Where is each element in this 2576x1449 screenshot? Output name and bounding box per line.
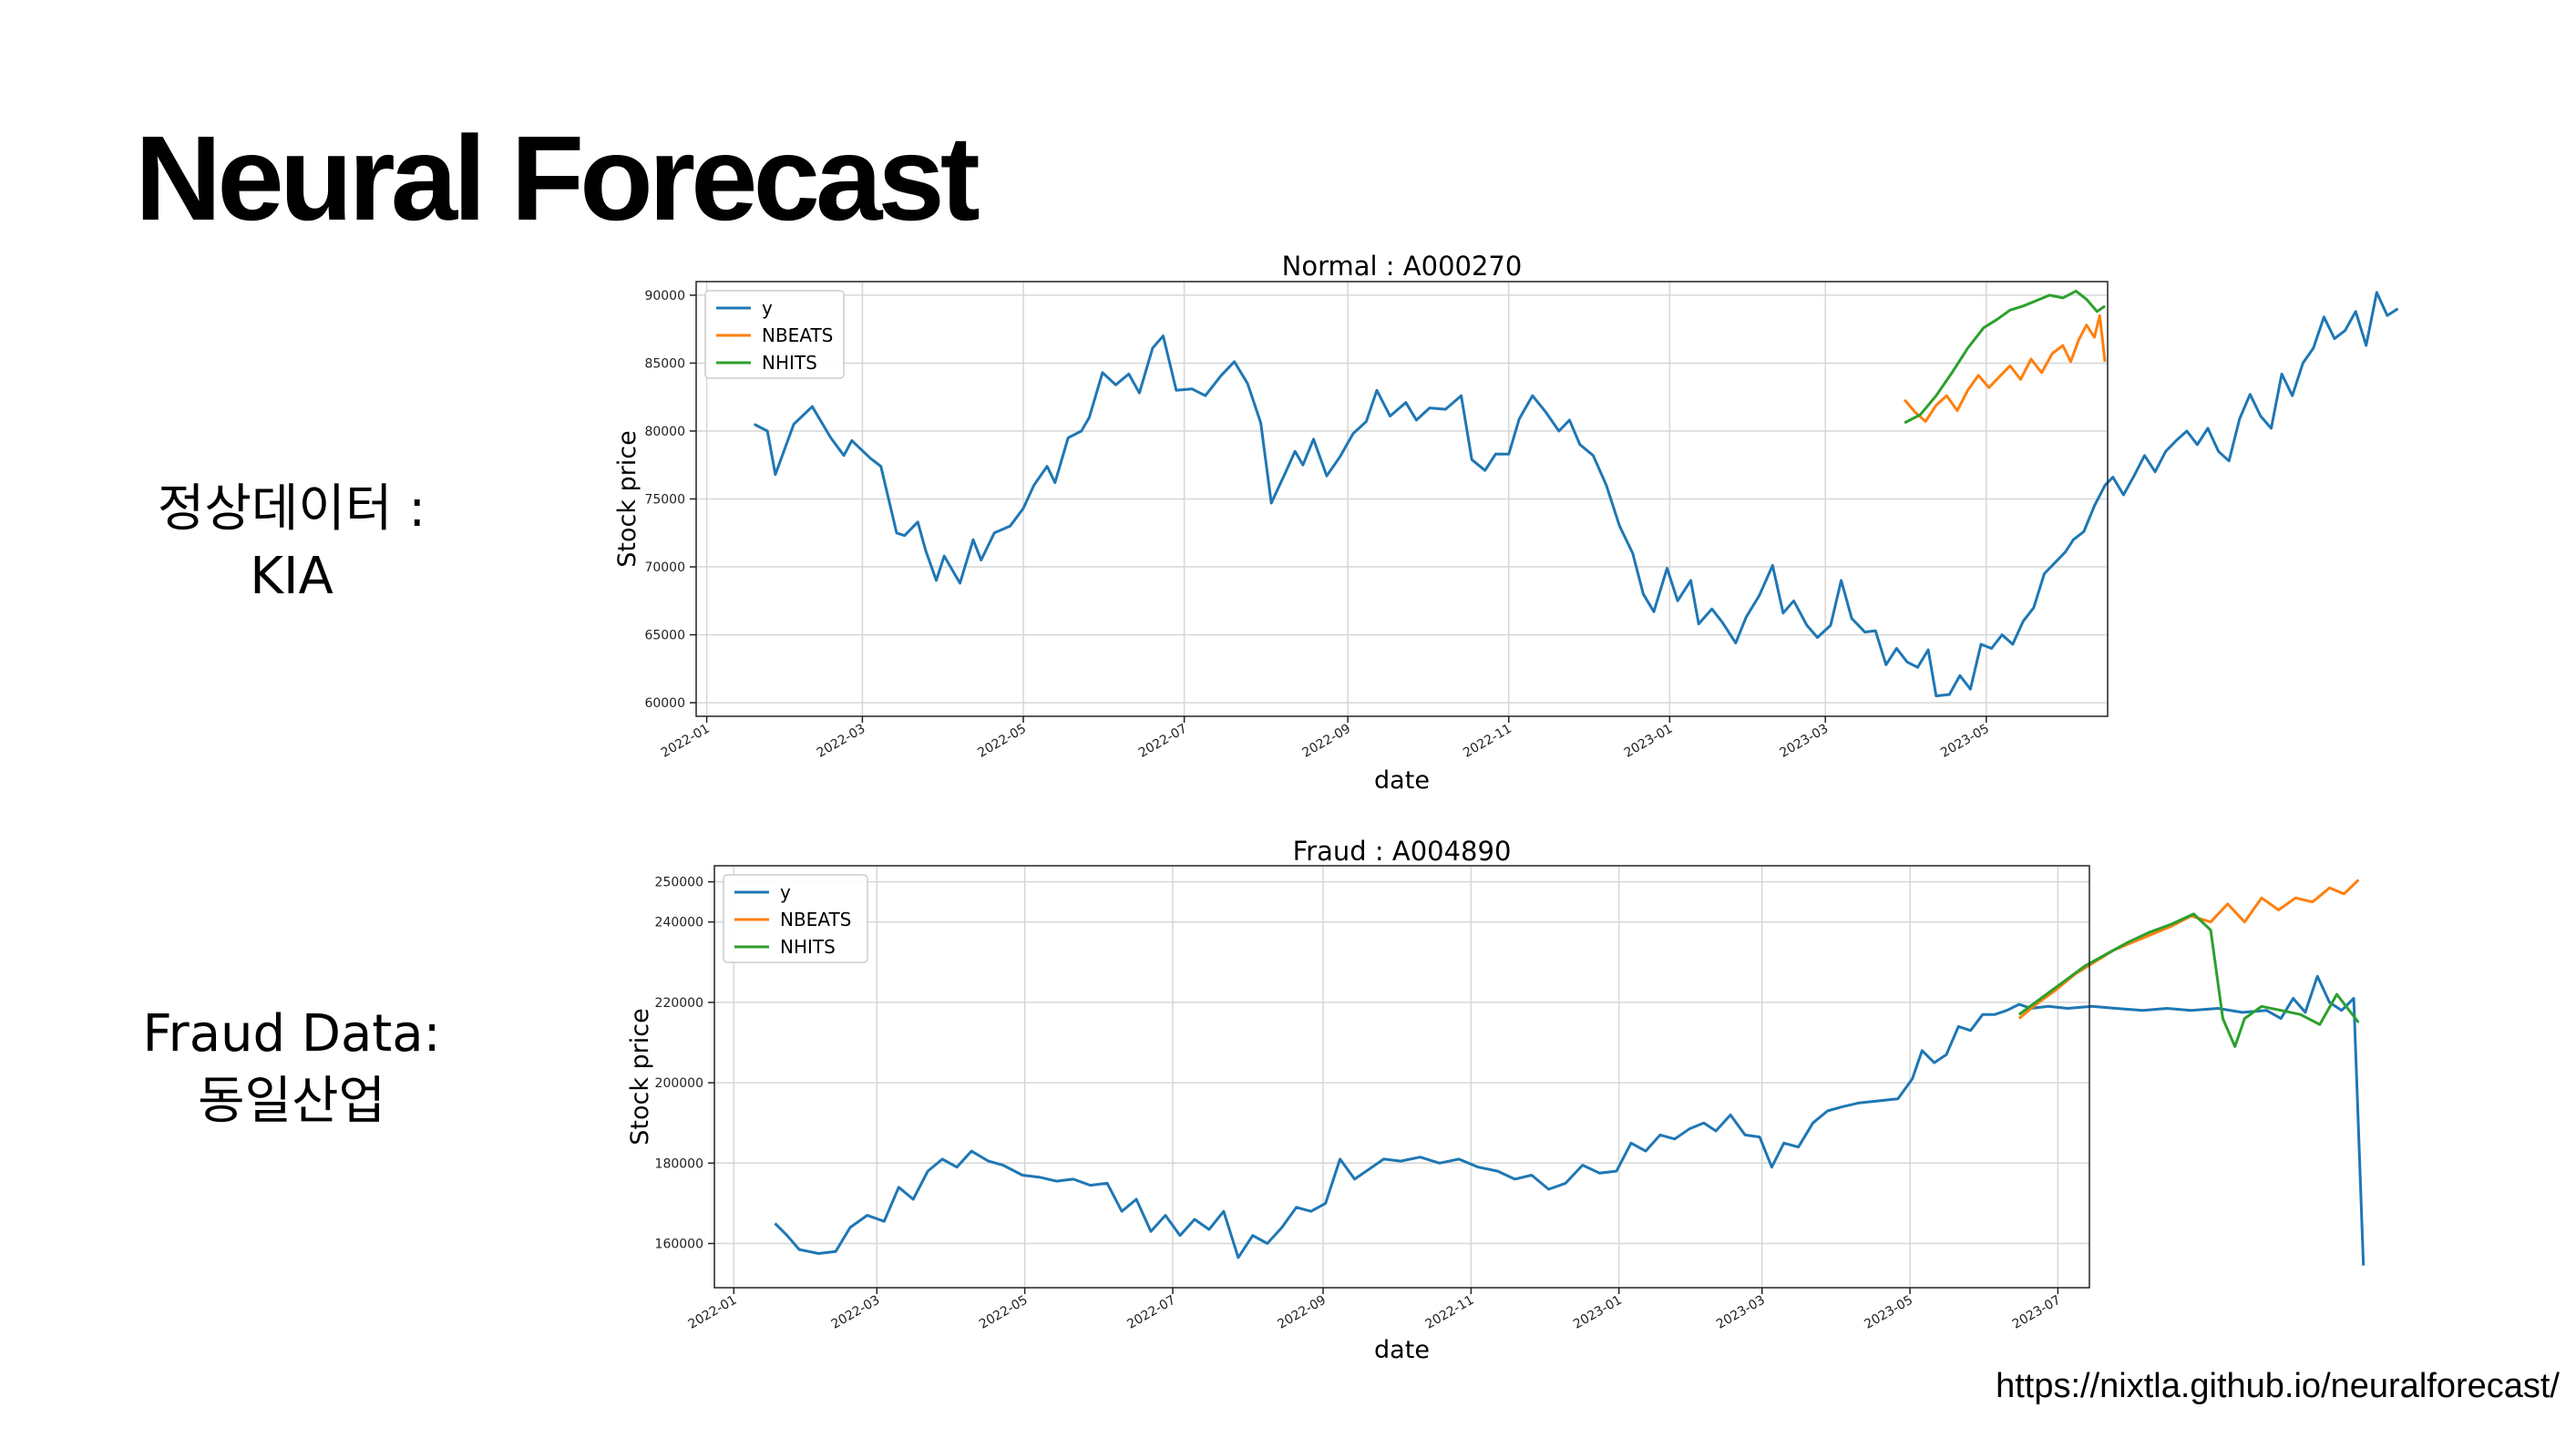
series-line-y — [774, 974, 2366, 1266]
series-line-nbeats — [1903, 313, 2107, 423]
legend-label-nbeats: NBEATS — [762, 324, 833, 346]
normal-data-label: 정상데이터 : KIA — [137, 476, 446, 611]
footer-url[interactable]: https://nixtla.github.io/neuralforecast/ — [1996, 1367, 2560, 1405]
legend-label-y: y — [780, 881, 791, 903]
legend-label-nhits: NHITS — [780, 936, 836, 958]
x-tick-label: 2022-01 — [659, 722, 713, 761]
y-tick-label: 180000 — [655, 1156, 703, 1171]
fraud-data-label: Fraud Data: 동일산업 — [137, 1001, 446, 1136]
x-tick-label: 2023-03 — [1778, 722, 1832, 761]
y-tick-label: 80000 — [644, 425, 685, 439]
plot-frame — [713, 865, 2090, 1289]
legend-label-y: y — [762, 297, 773, 319]
chart-title: Normal : A000270 — [1282, 251, 1523, 282]
x-tick-label: 2023-05 — [1938, 722, 1992, 761]
x-tick-label: 2022-11 — [1423, 1293, 1477, 1332]
x-tick-label: 2023-05 — [1862, 1293, 1915, 1332]
series-line-nbeats — [2017, 879, 2360, 1020]
y-tick-label: 240000 — [655, 916, 703, 930]
legend: y NBEATS NHITS — [704, 290, 845, 379]
x-tick-label: 2022-01 — [686, 1293, 740, 1332]
x-tick-label: 2022-11 — [1461, 722, 1514, 761]
y-tick-label: 70000 — [644, 560, 685, 575]
x-tick-label: 2023-07 — [2010, 1293, 2064, 1332]
x-tick-label: 2022-07 — [1124, 1293, 1178, 1332]
x-axis-label: date — [1374, 766, 1430, 795]
x-tick-label: 2022-09 — [1299, 722, 1353, 761]
x-tick-label: 2022-09 — [1275, 1293, 1329, 1332]
legend: y NBEATS NHITS — [723, 874, 868, 963]
y-tick-label: 160000 — [655, 1237, 703, 1251]
x-tick-label: 2023-01 — [1622, 722, 1676, 761]
x-tick-label: 2022-03 — [815, 722, 868, 761]
chart-title: Fraud : A004890 — [1293, 836, 1512, 867]
legend-box — [704, 290, 845, 379]
normal-data-label-line1: 정상데이터 : — [157, 479, 426, 539]
y-axis-label: Stock price — [613, 430, 641, 568]
y-tick-label: 75000 — [644, 493, 685, 508]
y-tick-label: 60000 — [644, 696, 685, 711]
legend-label-nbeats: NBEATS — [780, 909, 851, 930]
x-tick-label: 2022-03 — [829, 1293, 883, 1332]
x-tick-label: 2023-03 — [1714, 1293, 1768, 1332]
y-tick-label: 65000 — [644, 629, 685, 643]
x-tick-label: 2022-07 — [1136, 722, 1190, 761]
x-axis-label: date — [1374, 1336, 1430, 1364]
series-line-y — [754, 291, 2399, 698]
series-line-nhits — [1904, 289, 2106, 425]
fraud-data-label-line1: Fraud Data: — [142, 1004, 441, 1064]
legend-label-nhits: NHITS — [762, 352, 817, 374]
y-tick-label: 250000 — [655, 876, 703, 890]
y-tick-label: 200000 — [655, 1076, 703, 1091]
y-tick-label: 85000 — [644, 356, 685, 371]
y-axis-label: Stock price — [626, 1008, 654, 1146]
x-tick-label: 2022-05 — [977, 1293, 1031, 1332]
normal-data-label-line2: KIA — [250, 546, 334, 606]
chart-2: 2022-01 2022-03 2022-05 2022-07 2022-09 2022-… — [626, 836, 2366, 1364]
slide-title: Neural Forecast — [135, 111, 980, 245]
x-tick-label: 2022-05 — [975, 722, 1029, 761]
x-tick-label: 2023-01 — [1571, 1293, 1625, 1332]
y-tick-label: 90000 — [644, 289, 685, 303]
legend-box — [723, 874, 868, 963]
chart-1: 2022-01 2022-03 2022-05 2022-07 2022-09 2022-… — [613, 251, 2399, 795]
series-line-nhits — [2017, 912, 2360, 1048]
fraud-data-label-line2: 동일산업 — [197, 1071, 386, 1131]
y-tick-label: 220000 — [655, 996, 703, 1011]
